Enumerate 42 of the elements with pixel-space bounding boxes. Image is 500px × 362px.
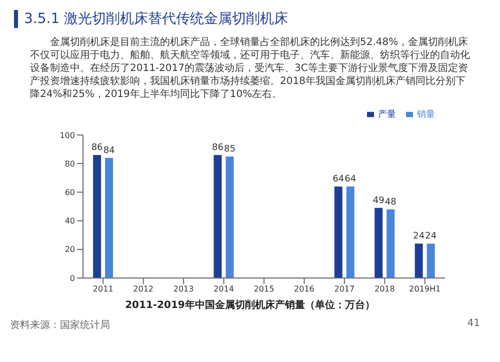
x-tick-label: 2012 <box>133 284 154 294</box>
chart-title: 3.5.1 激光切削机床替代传统金属切削机床 <box>14 10 288 28</box>
text: 资料来源：国家统计局 <box>10 318 110 332</box>
bar <box>374 208 383 278</box>
y-tick-label: 60 <box>64 188 75 198</box>
data-label: 85 <box>224 144 236 154</box>
chart-subtitle: 金属切削机床是目前主流的机床产品，全球销量占全部机床的比例达到52.48%，金属切削机床不仅可以应用于电力、船舶、航天航空等领域，还可用于电子、汽车、新能源、纺织等行业的自动化设备制造中。在经历了2011-2017的震荡波动后，受汽车、3C等主要下游行业景气度下滑及固定资产投资增速持续疲软影响，我国机床销量市场持续萎缩。2018年我国金属切削机床产销同比分别下降24%和25%，2019年上半年均同比下降了10%左右。 <box>30 36 471 101</box>
bar <box>334 186 342 278</box>
bar <box>346 186 354 278</box>
x-tick-label: 2017 <box>334 284 355 294</box>
y-tick-label: 80 <box>64 159 75 168</box>
x-tick-label: 2015 <box>254 284 274 294</box>
data-label: 86 <box>91 143 104 154</box>
x-tick-label: 2019H1 <box>409 284 441 294</box>
bar <box>426 244 435 278</box>
bar <box>414 244 423 278</box>
data-label: 24 <box>425 232 437 242</box>
y-tick-label: 40 <box>64 216 75 226</box>
data-label: 64 <box>344 174 356 184</box>
legend-label: 销量 <box>417 110 435 120</box>
data-label: 24 <box>413 232 425 242</box>
data-label: 84 <box>103 146 116 156</box>
data-label: 64 <box>332 174 344 184</box>
text: 41 <box>467 318 480 329</box>
legend-label: 产量 <box>378 110 396 120</box>
x-tick-label: 2016 <box>294 284 314 294</box>
bar <box>386 209 395 278</box>
data-label: 86 <box>212 143 224 154</box>
bar <box>226 156 234 278</box>
y-tick-label: 0 <box>70 274 75 283</box>
x-tick-label: 2018 <box>374 284 395 294</box>
bar <box>105 158 114 278</box>
x-tick-label: 2013 <box>173 284 194 294</box>
y-tick-label: 20 <box>64 245 75 254</box>
x-tick-label: 2011 <box>92 284 114 294</box>
data-label: 48 <box>384 197 397 208</box>
data-label: 49 <box>372 196 385 206</box>
bar <box>93 155 102 278</box>
x-tick-label: 2014 <box>214 284 234 294</box>
bar <box>214 155 222 278</box>
y-tick-label: 100 <box>60 130 75 140</box>
x-axis-title: 2011-2019年中国金属切削机床产销量（单位：万台） <box>124 298 376 312</box>
